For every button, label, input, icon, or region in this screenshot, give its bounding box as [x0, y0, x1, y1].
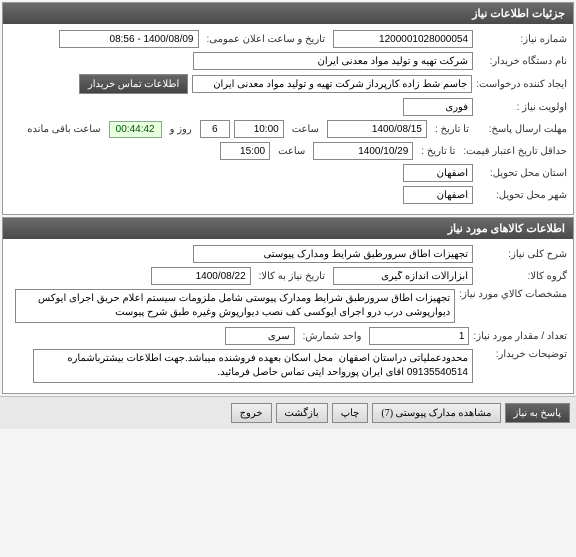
buyer-note-label: توضیحات خریدار: — [477, 349, 567, 360]
priority-label: اولویت نیاز : — [477, 102, 567, 113]
row-city: شهر محل تحویل: — [9, 186, 567, 204]
row-requester: ایجاد کننده درخواست: اطلاعات تماس خریدار — [9, 74, 567, 94]
need-date-label: تاریخ نیاز به کالا: — [255, 271, 329, 282]
buyer-label: نام دستگاه خریدار: — [477, 56, 567, 67]
panel-header-2: اطلاعات کالاهای مورد نیاز — [3, 218, 573, 239]
footer-buttons: پاسخ به نیاز مشاهده مدارک پیوستی (7) چاپ… — [0, 396, 576, 429]
need-date-field[interactable] — [151, 267, 251, 285]
row-desc: شرح کلی نیاز: — [9, 245, 567, 263]
spec-label: مشخصات کالاي مورد نياز: — [459, 289, 567, 300]
province-label: استان محل تحویل: — [477, 168, 567, 179]
contact-buyer-button[interactable]: اطلاعات تماس خریدار — [79, 74, 188, 94]
group-field[interactable] — [333, 267, 473, 285]
province-field[interactable] — [403, 164, 473, 182]
to-date-label-2: تا تاریخ : — [417, 146, 459, 157]
requester-field[interactable] — [192, 75, 472, 93]
unit-label: واحد شمارش: — [299, 331, 366, 342]
deadline-send-label: مهلت ارسال پاسخ: — [477, 124, 567, 135]
panel-header-1: جزئیات اطلاعات نیاز — [3, 3, 573, 24]
qty-field[interactable] — [369, 327, 469, 345]
to-date-label-1: تا تاریخ : — [431, 124, 473, 135]
countdown-timer: 00:44:42 — [109, 121, 162, 138]
panel-body-1: شماره نیاز: تاریخ و ساعت اعلان عمومی: نا… — [3, 24, 573, 214]
reply-button[interactable]: پاسخ به نیاز — [505, 403, 571, 423]
buyer-note-field[interactable] — [33, 349, 473, 383]
row-valid: حداقل تاریخ اعتبار قیمت: تا تاریخ : ساعت — [9, 142, 567, 160]
qty-label: تعداد / مقدار مورد نیاز: — [473, 331, 567, 342]
desc-field[interactable] — [193, 245, 473, 263]
priority-field[interactable] — [403, 98, 473, 116]
hour-label-1: ساعت — [288, 124, 323, 135]
panel-body-2: شرح کلی نیاز: گروه کالا: تاریخ نیاز به ک… — [3, 239, 573, 393]
row-deadline: مهلت ارسال پاسخ: تا تاریخ : ساعت روز و 0… — [9, 120, 567, 138]
row-priority: اولویت نیاز : — [9, 98, 567, 116]
back-button[interactable]: بازگشت — [276, 403, 328, 423]
valid-date-field[interactable] — [313, 142, 413, 160]
buyer-field[interactable] — [193, 52, 473, 70]
min-valid-label: حداقل تاریخ اعتبار قیمت: — [463, 146, 567, 157]
desc-label: شرح کلی نیاز: — [477, 249, 567, 260]
days-label: روز و — [166, 124, 196, 135]
group-label: گروه کالا: — [477, 271, 567, 282]
row-province: استان محل تحویل: — [9, 164, 567, 182]
row-spec: مشخصات کالاي مورد نياز: — [9, 289, 567, 323]
goods-panel: اطلاعات کالاهای مورد نیاز شرح کلی نیاز: … — [2, 217, 574, 394]
remain-label: ساعت باقی مانده — [23, 124, 104, 135]
row-need-number: شماره نیاز: تاریخ و ساعت اعلان عمومی: — [9, 30, 567, 48]
valid-hour-field[interactable] — [220, 142, 270, 160]
row-buyer-note: توضیحات خریدار: — [9, 349, 567, 383]
deadline-date-field[interactable] — [327, 120, 427, 138]
unit-field[interactable] — [225, 327, 295, 345]
need-number-field[interactable] — [333, 30, 473, 48]
requester-label: ایجاد کننده درخواست: — [476, 79, 567, 90]
days-count-field[interactable] — [200, 120, 230, 138]
spec-field[interactable] — [15, 289, 455, 323]
announce-date-label: تاریخ و ساعت اعلان عمومی: — [203, 34, 330, 45]
city-field[interactable] — [403, 186, 473, 204]
city-label: شهر محل تحویل: — [477, 190, 567, 201]
view-attachments-button[interactable]: مشاهده مدارک پیوستی (7) — [372, 403, 500, 423]
need-details-panel: جزئیات اطلاعات نیاز شماره نیاز: تاریخ و … — [2, 2, 574, 215]
hour-label-2: ساعت — [274, 146, 309, 157]
row-buyer: نام دستگاه خریدار: — [9, 52, 567, 70]
need-number-label: شماره نیاز: — [477, 34, 567, 45]
exit-button[interactable]: خروج — [231, 403, 272, 423]
row-group: گروه کالا: تاریخ نیاز به کالا: — [9, 267, 567, 285]
row-qty: تعداد / مقدار مورد نیاز: واحد شمارش: — [9, 327, 567, 345]
deadline-hour-field[interactable] — [234, 120, 284, 138]
print-button[interactable]: چاپ — [332, 403, 369, 423]
announce-date-field[interactable] — [59, 30, 199, 48]
